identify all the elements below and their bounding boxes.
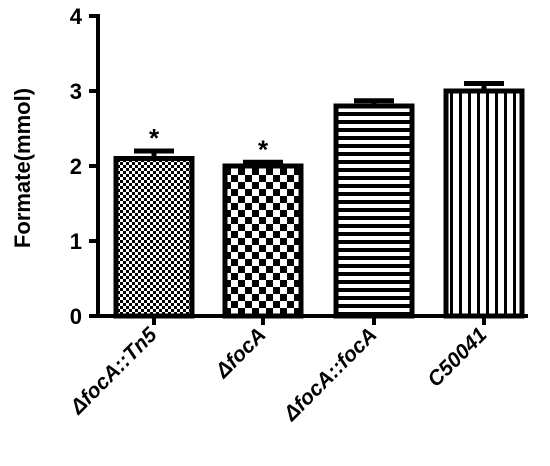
significance-marker: * — [258, 134, 269, 164]
x-axis: ΔfocA::Tn5 ΔfocA ΔfocA::focA C50041 — [65, 314, 528, 426]
x-tick-label: ΔfocA — [211, 323, 271, 383]
y-tick-label: 4 — [70, 4, 83, 29]
y-tick-label: 2 — [70, 154, 82, 179]
y-tick-label: 0 — [70, 304, 82, 329]
bar — [222, 163, 304, 319]
bar — [443, 88, 525, 319]
bars: * * — [113, 81, 525, 319]
y-axis: 0 1 2 3 4 — [70, 4, 100, 329]
y-axis-label: Formate(mmol) — [10, 88, 35, 248]
y-tick-label: 1 — [70, 229, 82, 254]
bar — [113, 156, 195, 319]
x-tick-label: C50041 — [423, 323, 491, 391]
y-tick-label: 3 — [70, 79, 82, 104]
x-tick-label: ΔfocA::focA — [279, 323, 382, 426]
bar — [333, 103, 415, 319]
x-tick-label: ΔfocA::Tn5 — [65, 323, 161, 419]
significance-marker: * — [149, 123, 160, 153]
